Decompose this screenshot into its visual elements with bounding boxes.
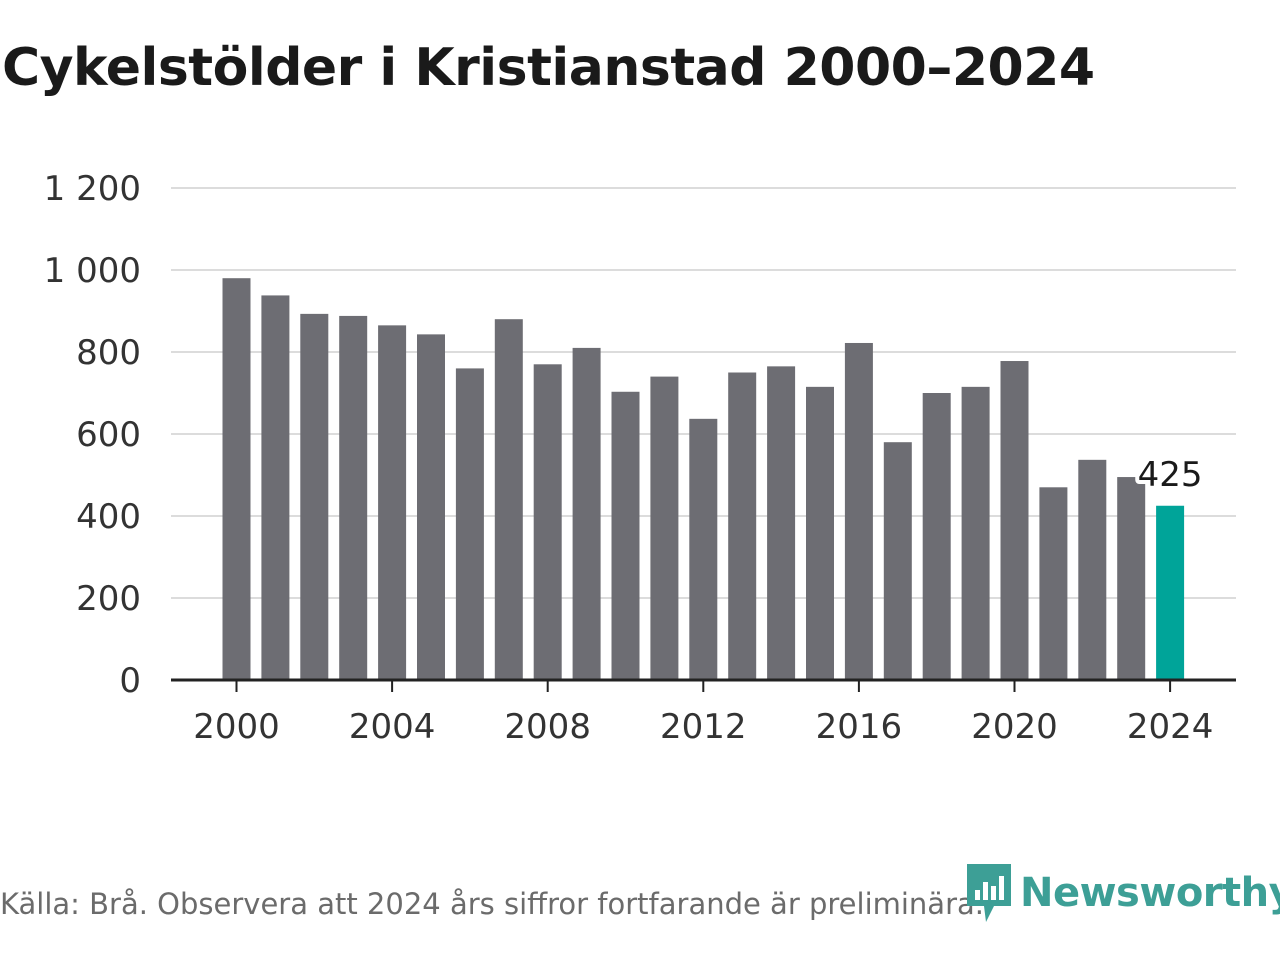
bars <box>222 278 1185 680</box>
bar-2021 <box>1039 487 1068 680</box>
x-axis-ticks: 2000 2004 2008 2012 2016 2020 2024 <box>193 680 1213 747</box>
bar-2010 <box>611 391 640 680</box>
bar-2020 <box>1000 361 1029 680</box>
bar-2009 <box>572 347 601 680</box>
x-tick-label: 2012 <box>660 707 747 747</box>
brand-logo: Newsworthy <box>964 862 1280 924</box>
x-tick-label: 2000 <box>193 707 280 747</box>
bar-2007 <box>494 319 523 680</box>
data-label-2024: 425 <box>1138 455 1203 495</box>
y-tick-label: 800 <box>76 333 141 373</box>
bar-2006 <box>455 368 484 680</box>
bar-2022 <box>1078 459 1107 680</box>
bar-2000 <box>222 278 251 680</box>
bar-2019 <box>961 386 990 680</box>
y-axis-ticks: 0 200 400 600 800 1 000 1 200 <box>44 169 141 701</box>
data-labels: 425 <box>1134 451 1207 499</box>
bar-2015 <box>806 386 834 680</box>
brand-name: Newsworthy <box>1020 870 1280 916</box>
bar-2003 <box>339 315 368 680</box>
y-tick-label: 400 <box>76 497 141 537</box>
bar-2012 <box>689 418 718 680</box>
bar-2011 <box>650 376 679 680</box>
x-tick-label: 2024 <box>1127 707 1214 747</box>
bar-2018 <box>922 393 951 680</box>
x-tick-label: 2004 <box>349 707 436 747</box>
y-tick-label: 600 <box>76 415 141 455</box>
bar-2005 <box>417 334 445 680</box>
bar-2024 <box>1156 505 1185 680</box>
bar-2008 <box>533 364 562 680</box>
bar-2014 <box>767 366 796 680</box>
y-tick-label: 1 000 <box>44 251 141 291</box>
chart-title: Cykelstölder i Kristianstad 2000–2024 <box>2 38 1095 98</box>
bar-2001 <box>261 295 290 680</box>
x-tick-label: 2008 <box>504 707 591 747</box>
source-note: Källa: Brå. Observera att 2024 års siffr… <box>0 887 984 921</box>
y-tick-label: 200 <box>76 579 141 619</box>
bar-2016 <box>844 342 873 680</box>
bar-2002 <box>300 313 329 680</box>
bar-2013 <box>728 372 757 680</box>
y-tick-label: 0 <box>119 661 141 701</box>
bar-2023 <box>1117 477 1146 680</box>
bar-2004 <box>378 325 407 680</box>
x-tick-label: 2020 <box>971 707 1058 747</box>
y-tick-label: 1 200 <box>44 169 141 209</box>
bar-2017 <box>883 442 912 680</box>
x-tick-label: 2016 <box>816 707 903 747</box>
newsworthy-logo-icon <box>967 864 1011 922</box>
